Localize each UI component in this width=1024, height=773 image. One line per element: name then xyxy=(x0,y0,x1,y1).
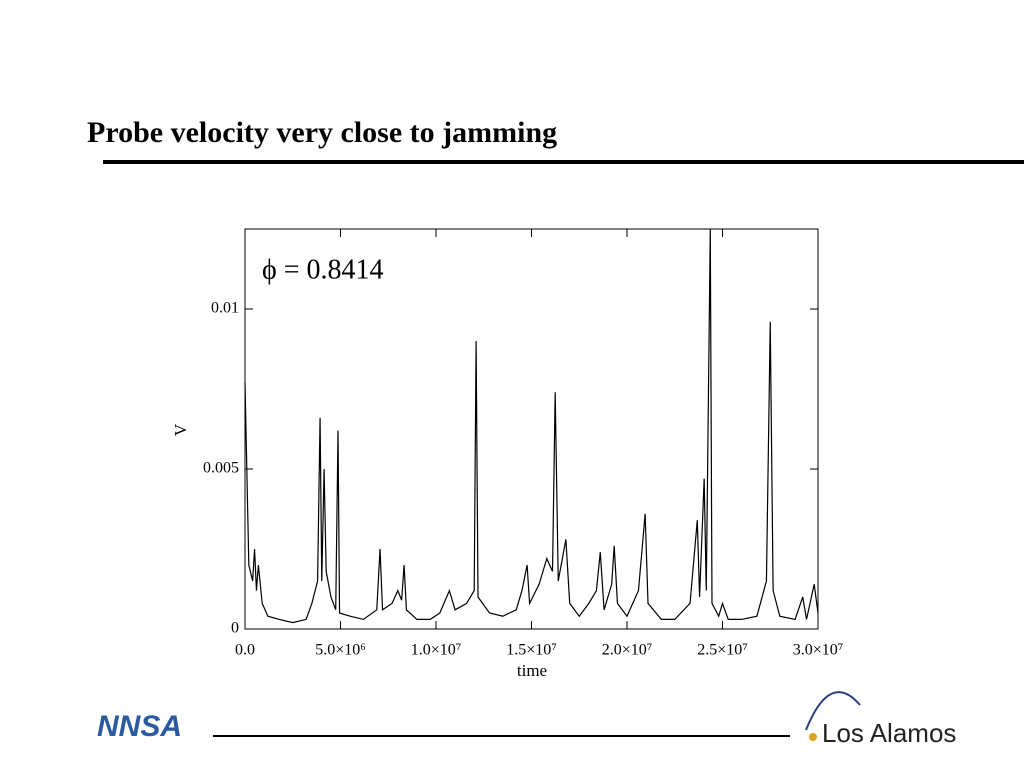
x-axis-label: time xyxy=(517,661,547,680)
x-tick-label: 1.5×10⁷ xyxy=(506,642,557,659)
series-line xyxy=(244,228,819,624)
x-tick-label: 3.0×10⁷ xyxy=(793,642,844,659)
x-tick-label: 0.0 xyxy=(235,642,255,659)
nnsa-logo: NNSA xyxy=(97,710,182,743)
plot-frame xyxy=(244,228,819,630)
x-tick-label: 2.0×10⁷ xyxy=(602,642,653,659)
los-alamos-logo: Los Alamos xyxy=(822,718,956,748)
footer-rule xyxy=(213,735,790,737)
y-tick-label: 0.005 xyxy=(203,460,239,477)
logo-dot xyxy=(809,733,817,741)
y-tick-label: 0 xyxy=(231,620,239,637)
title-rule xyxy=(103,160,1024,164)
annotation: ϕ = 0.8414 xyxy=(262,254,384,285)
x-tick-label: 1.0×10⁷ xyxy=(411,642,462,659)
y-tick-label: 0.01 xyxy=(211,300,239,317)
logo-arc xyxy=(805,691,861,731)
y-axis-label: V xyxy=(171,423,190,436)
slide-title: Probe velocity very close to jamming xyxy=(87,116,557,149)
x-tick-label: 5.0×10⁶ xyxy=(315,642,366,659)
x-tick-label: 2.5×10⁷ xyxy=(697,642,748,659)
